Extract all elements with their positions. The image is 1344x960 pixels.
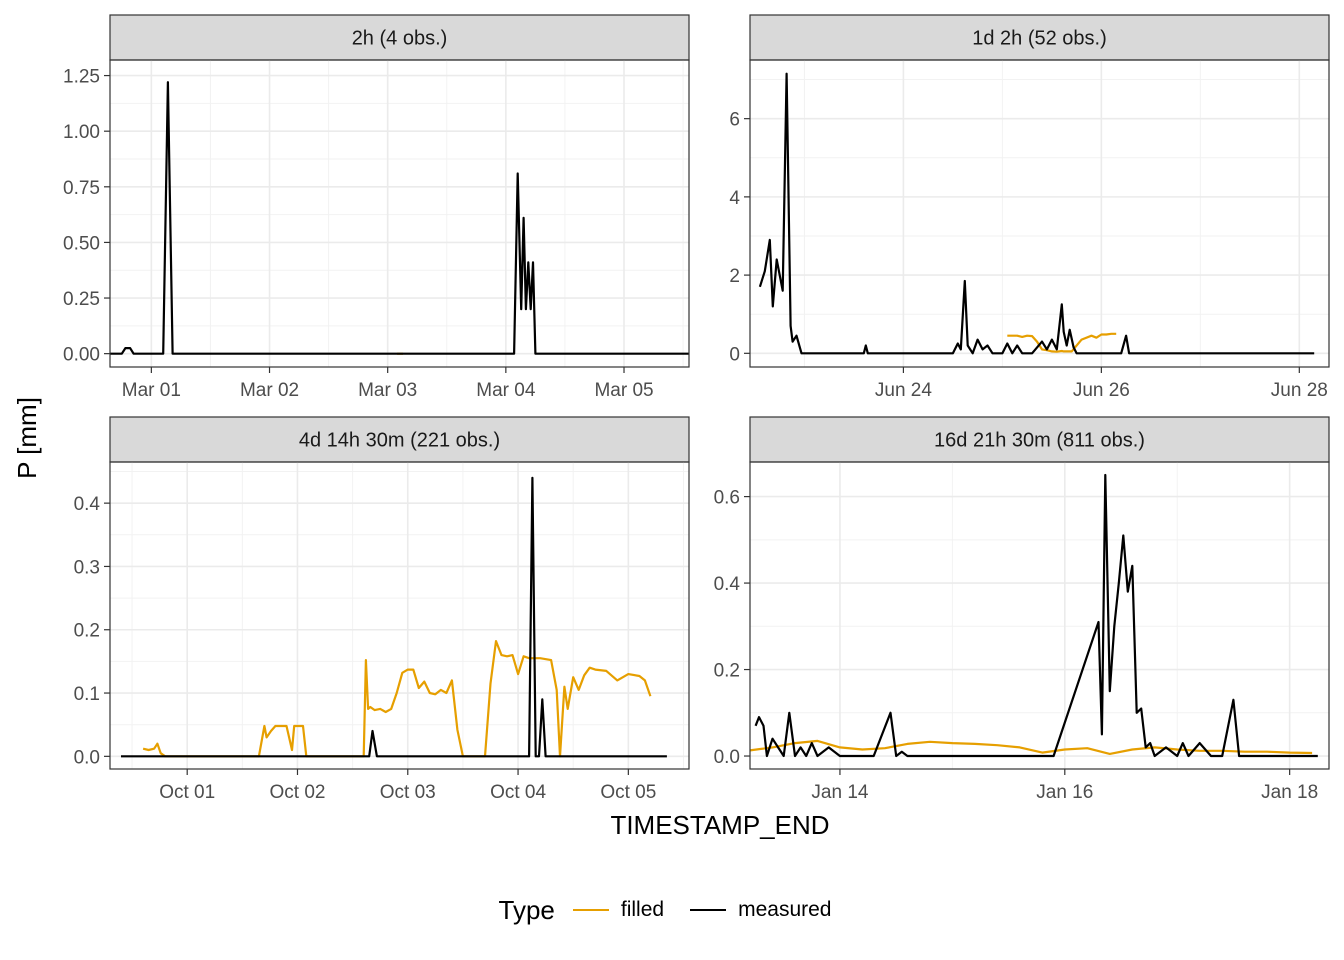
y-tick-label: 0.2 [74, 621, 100, 642]
facet-strip [109, 14, 690, 61]
panel-4: 16d 21h 30m (811 obs.) 0.0 0.2 0.4 0.6 Jan 14… [714, 416, 1330, 803]
panel-1: 2h (4 obs.) 0.00 0.25 0.50 0.75 1.00 1.25 Mar 0… [63, 14, 690, 401]
panel-border [109, 461, 690, 770]
y-tick-label: 0.2 [714, 661, 740, 682]
x-tick-label: Oct 04 [490, 782, 546, 803]
x-tick-label: Jun 26 [1073, 380, 1130, 401]
series-line-measured [110, 81, 689, 355]
y-tick-label: 4 [729, 188, 740, 209]
legend-label-measured: measured [738, 898, 832, 921]
panel-3: 4d 14h 30m (221 obs.) 0.0 0.1 0.2 0.3 0.4 Oct … [74, 416, 690, 803]
facet-strip [749, 14, 1330, 61]
facet-title: 1d 2h (52 obs.) [972, 28, 1107, 50]
y-tick-label: 1.25 [63, 67, 100, 88]
y-tick-label: 0.00 [63, 345, 100, 366]
y-tick-label: 0.6 [714, 488, 740, 509]
x-tick-label: Mar 01 [122, 380, 181, 401]
x-tick-label: Mar 03 [358, 380, 417, 401]
legend-label-filled: filled [620, 898, 665, 921]
legend-key-filled [572, 909, 609, 911]
facet-strip [109, 416, 690, 463]
y-tick-label: 0.0 [714, 747, 740, 768]
series-line-filled [749, 739, 1313, 756]
series-line-filled [142, 639, 652, 758]
x-tick-label: Oct 05 [600, 782, 656, 803]
x-axis-label: TIMESTAMP_END [610, 810, 829, 840]
y-tick-label: 0.1 [74, 684, 100, 705]
y-tick-label: 2 [729, 266, 740, 287]
panel-2: 1d 2h (52 obs.) 0 2 4 6 Jun 24 Jun 26 Jun 28 [729, 14, 1330, 401]
y-tick-label: 0.4 [714, 574, 741, 595]
y-tick-label: 0.75 [63, 178, 100, 199]
x-tick-label: Mar 05 [594, 380, 653, 401]
series-line-measured [758, 72, 1315, 355]
y-tick-label: 0.50 [63, 233, 100, 254]
facet-strip [749, 416, 1330, 463]
y-tick-label: 0.25 [63, 289, 100, 310]
series-line-filled [1007, 332, 1117, 353]
y-axis-label: P [mm] [12, 397, 42, 479]
panel-border [109, 59, 690, 368]
x-tick-label: Mar 04 [476, 380, 536, 401]
y-tick-label: 0.0 [74, 747, 100, 768]
legend-key-measured [690, 909, 727, 911]
x-tick-label: Jan 14 [811, 782, 868, 803]
legend-title: Type [498, 894, 555, 925]
x-tick-label: Jun 28 [1271, 380, 1328, 401]
legend: Type filled measured [0, 888, 1344, 932]
panel-border [749, 461, 1330, 770]
y-tick-label: 0 [729, 344, 740, 365]
facet-title: 4d 14h 30m (221 obs.) [299, 430, 500, 452]
y-tick-label: 0.4 [74, 494, 101, 515]
legend-item-measured: measured [690, 898, 831, 922]
x-tick-label: Mar 02 [240, 380, 299, 401]
x-tick-label: Jan 18 [1261, 782, 1318, 803]
panel-border [749, 59, 1330, 368]
x-tick-label: Jun 24 [875, 380, 932, 401]
facet-title: 2h (4 obs.) [352, 28, 448, 50]
x-tick-label: Jan 16 [1036, 782, 1093, 803]
series-line-measured [121, 476, 667, 758]
legend-item-filled: filled [572, 898, 665, 922]
y-tick-label: 1.00 [63, 122, 100, 143]
y-tick-label: 6 [729, 110, 740, 131]
y-tick-label: 0.3 [74, 557, 100, 578]
x-tick-label: Oct 02 [269, 782, 325, 803]
x-tick-label: Oct 03 [380, 782, 436, 803]
facet-title: 16d 21h 30m (811 obs.) [934, 430, 1145, 452]
x-tick-label: Oct 01 [159, 782, 215, 803]
series-line-measured [754, 473, 1318, 758]
